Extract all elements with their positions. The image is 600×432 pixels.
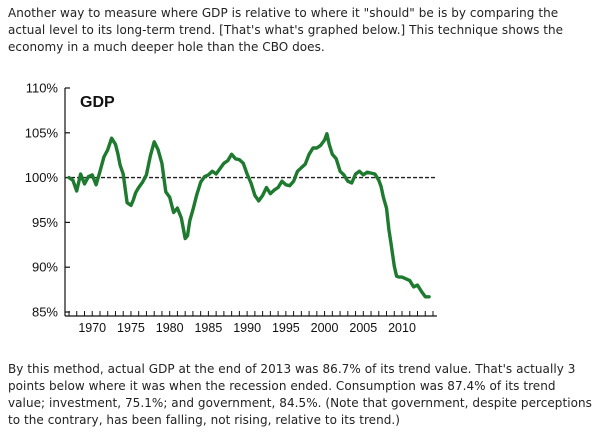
x-tick-label: 2000 <box>311 321 339 335</box>
chart-title: GDP <box>80 94 115 111</box>
x-tick-label: 1990 <box>233 321 261 335</box>
y-axis-ticks: 110% 105% 100% 95% 90% 85% <box>25 81 70 320</box>
y-tick-label: 105% <box>25 125 59 140</box>
intro-paragraph: Another way to measure where GDP is rela… <box>8 6 564 54</box>
gdp-series-line <box>67 131 431 299</box>
x-tick-label: 1985 <box>194 321 222 335</box>
x-tick-label: 1970 <box>78 321 106 335</box>
y-tick-label: 95% <box>32 215 58 230</box>
y-tick-label: 100% <box>25 170 59 185</box>
x-tick-label: 2005 <box>349 321 377 335</box>
y-tick-label: 85% <box>32 305 58 320</box>
y-tick-label: 110% <box>26 81 59 96</box>
x-axis-ticks: 1970 1975 1980 1985 1990 1995 2000 2005 2010 <box>68 311 434 335</box>
x-tick-label: 1995 <box>272 321 300 335</box>
y-tick-label: 90% <box>32 260 58 275</box>
x-tick-label: 1975 <box>117 321 145 335</box>
x-tick-label: 1980 <box>156 321 184 335</box>
conclusion-paragraph: By this method, actual GDP at the end of… <box>8 362 592 427</box>
x-tick-label: 2010 <box>388 321 416 335</box>
